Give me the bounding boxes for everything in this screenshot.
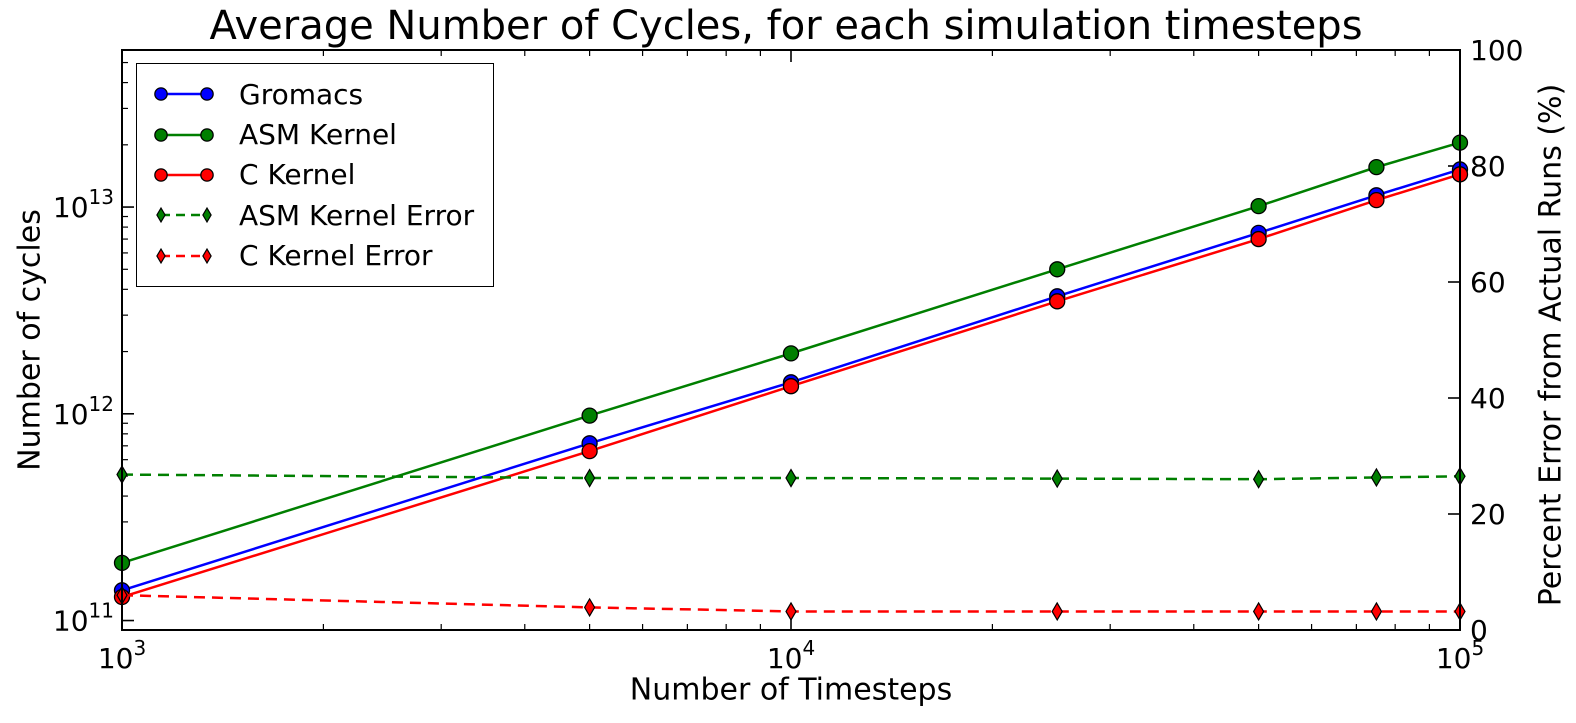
tick-labels: 103 104 105 1011 1012 1013 0 20 40 60 80 100 xyxy=(53,34,1524,675)
circle-line-icon xyxy=(154,87,214,101)
y-tick-label-right: 40 xyxy=(1470,382,1506,415)
x-tick-label: 105 xyxy=(1436,636,1484,675)
x-axis-label: Number of Timesteps xyxy=(629,672,953,708)
diamond-line-icon xyxy=(156,247,212,264)
legend-item-asm-kernel: ASM Kernel xyxy=(151,115,475,155)
circle-line-icon xyxy=(154,168,214,182)
chart-title: Average Number of Cycles, for each simul… xyxy=(209,3,1363,49)
legend-label: ASM Kernel xyxy=(239,118,397,152)
legend: Gromacs ASM Kernel C Kernel ASM Kernel Erro… xyxy=(136,63,494,287)
legend-item-gromacs: Gromacs xyxy=(151,74,475,114)
legend-label: Gromacs xyxy=(239,77,364,111)
legend-label: C Kernel Error xyxy=(239,239,433,273)
y-tick-label-right: 80 xyxy=(1470,150,1506,183)
x-tick-label: 103 xyxy=(98,636,146,675)
legend-item-c-kernel-error: C Kernel Error xyxy=(151,236,475,276)
y-tick-label-right: 100 xyxy=(1470,34,1523,67)
legend-label: ASM Kernel Error xyxy=(239,198,475,232)
x-tick-label: 104 xyxy=(767,636,815,675)
y-axis-label-right: Percent Error from Actual Runs (%) xyxy=(1533,83,1569,607)
legend-item-asm-kernel-error: ASM Kernel Error xyxy=(151,195,475,235)
y-tick-label-left: 1012 xyxy=(53,392,114,431)
series-asm-kernel xyxy=(113,134,1469,572)
series-c-kernel-error xyxy=(116,585,1466,622)
y-tick-label-right: 0 xyxy=(1470,614,1488,647)
diamond-line-icon xyxy=(156,207,212,224)
legend-label: C Kernel xyxy=(239,158,356,192)
y-tick-label-right: 20 xyxy=(1470,498,1506,531)
y-axis-label-left: Number of cycles xyxy=(12,209,48,471)
y-tick-label-left: 1013 xyxy=(53,185,114,224)
plot-frame xyxy=(121,49,1461,631)
circle-line-icon xyxy=(154,127,214,142)
legend-item-c-kernel: C Kernel xyxy=(151,155,475,195)
series-asm-kernel-error xyxy=(116,464,1466,489)
y-tick-label-left: 1011 xyxy=(53,599,114,638)
y-tick-label-right: 60 xyxy=(1470,266,1506,299)
